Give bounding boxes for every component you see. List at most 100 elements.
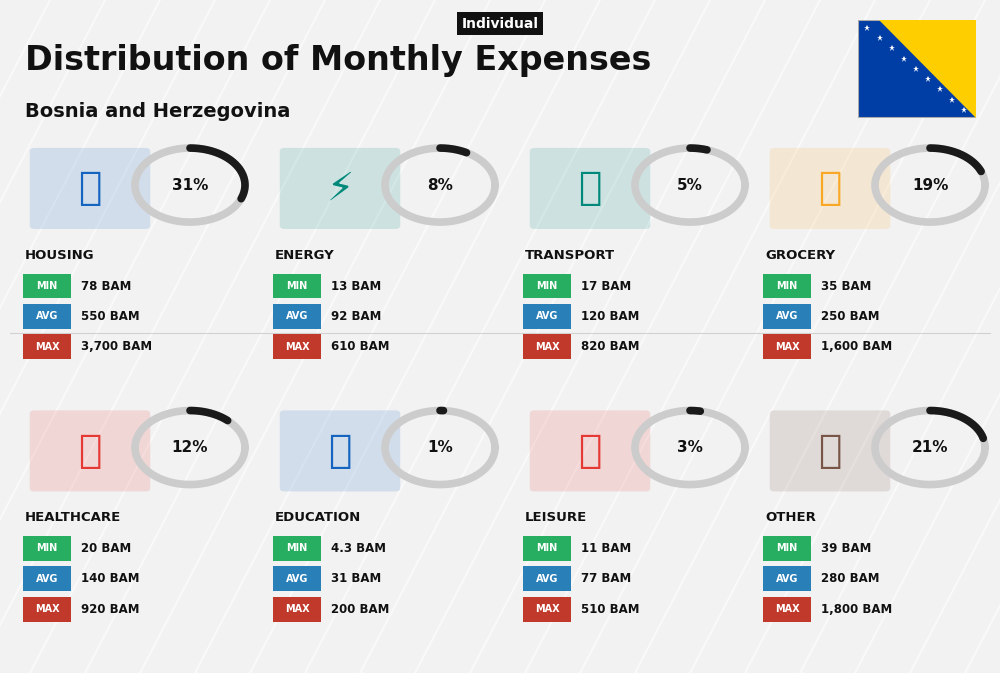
Text: MAX: MAX (535, 342, 559, 351)
Text: 510 BAM: 510 BAM (581, 602, 640, 616)
Text: Individual: Individual (462, 17, 538, 30)
FancyBboxPatch shape (273, 566, 321, 591)
FancyBboxPatch shape (23, 334, 71, 359)
FancyBboxPatch shape (763, 536, 811, 561)
Text: 1%: 1% (427, 440, 453, 455)
Text: MIN: MIN (286, 544, 308, 553)
Text: OTHER: OTHER (765, 511, 816, 524)
Text: 🛒: 🛒 (818, 170, 842, 207)
Text: MAX: MAX (285, 342, 309, 351)
FancyBboxPatch shape (280, 411, 400, 491)
Text: AVG: AVG (536, 574, 558, 583)
Text: 200 BAM: 200 BAM (331, 602, 389, 616)
Text: 11 BAM: 11 BAM (581, 542, 631, 555)
Text: 🎓: 🎓 (328, 432, 352, 470)
Text: MIN: MIN (286, 281, 308, 291)
Text: AVG: AVG (286, 312, 308, 321)
Text: 12%: 12% (172, 440, 208, 455)
FancyBboxPatch shape (530, 148, 650, 229)
Text: 5%: 5% (677, 178, 703, 192)
Text: 250 BAM: 250 BAM (821, 310, 880, 323)
Text: 🏥: 🏥 (78, 432, 102, 470)
FancyBboxPatch shape (30, 411, 150, 491)
Text: 610 BAM: 610 BAM (331, 340, 390, 353)
FancyBboxPatch shape (763, 596, 811, 622)
FancyBboxPatch shape (273, 334, 321, 359)
FancyBboxPatch shape (23, 596, 71, 622)
FancyBboxPatch shape (23, 274, 71, 299)
FancyBboxPatch shape (763, 334, 811, 359)
Text: 21%: 21% (912, 440, 948, 455)
FancyBboxPatch shape (273, 536, 321, 561)
Text: 19%: 19% (912, 178, 948, 192)
Text: 13 BAM: 13 BAM (331, 279, 381, 293)
FancyBboxPatch shape (523, 536, 571, 561)
Text: 3,700 BAM: 3,700 BAM (81, 340, 152, 353)
FancyBboxPatch shape (523, 334, 571, 359)
Text: 💰: 💰 (818, 432, 842, 470)
FancyBboxPatch shape (280, 148, 400, 229)
Text: 92 BAM: 92 BAM (331, 310, 381, 323)
Text: 280 BAM: 280 BAM (821, 572, 880, 586)
FancyBboxPatch shape (763, 304, 811, 329)
Text: MIN: MIN (536, 544, 558, 553)
Text: 77 BAM: 77 BAM (581, 572, 631, 586)
Text: HOUSING: HOUSING (25, 249, 95, 262)
Text: 3%: 3% (677, 440, 703, 455)
Text: AVG: AVG (286, 574, 308, 583)
Text: MIN: MIN (776, 281, 798, 291)
FancyBboxPatch shape (770, 411, 890, 491)
Text: 39 BAM: 39 BAM (821, 542, 871, 555)
Text: AVG: AVG (776, 574, 798, 583)
Text: 8%: 8% (427, 178, 453, 192)
FancyBboxPatch shape (858, 20, 976, 118)
FancyBboxPatch shape (273, 274, 321, 299)
Text: MIN: MIN (536, 281, 558, 291)
FancyBboxPatch shape (23, 536, 71, 561)
Text: 550 BAM: 550 BAM (81, 310, 140, 323)
Text: MAX: MAX (35, 342, 59, 351)
Text: MAX: MAX (35, 604, 59, 614)
Text: ENERGY: ENERGY (275, 249, 335, 262)
Text: 🛍: 🛍 (578, 432, 602, 470)
Text: 120 BAM: 120 BAM (581, 310, 639, 323)
FancyBboxPatch shape (23, 304, 71, 329)
Text: 🏢: 🏢 (78, 170, 102, 207)
Text: MIN: MIN (776, 544, 798, 553)
FancyBboxPatch shape (523, 596, 571, 622)
Text: EDUCATION: EDUCATION (275, 511, 361, 524)
FancyBboxPatch shape (273, 596, 321, 622)
Text: 820 BAM: 820 BAM (581, 340, 640, 353)
Text: MAX: MAX (535, 604, 559, 614)
FancyBboxPatch shape (30, 148, 150, 229)
Text: 35 BAM: 35 BAM (821, 279, 871, 293)
Text: GROCERY: GROCERY (765, 249, 835, 262)
Text: MAX: MAX (775, 604, 799, 614)
FancyBboxPatch shape (523, 566, 571, 591)
FancyBboxPatch shape (273, 304, 321, 329)
Text: HEALTHCARE: HEALTHCARE (25, 511, 121, 524)
Text: 140 BAM: 140 BAM (81, 572, 140, 586)
FancyBboxPatch shape (523, 274, 571, 299)
Text: MIN: MIN (36, 544, 58, 553)
FancyBboxPatch shape (523, 304, 571, 329)
Text: AVG: AVG (776, 312, 798, 321)
Text: TRANSPORT: TRANSPORT (525, 249, 615, 262)
Text: ⚡: ⚡ (326, 170, 354, 207)
FancyBboxPatch shape (763, 566, 811, 591)
Text: AVG: AVG (36, 574, 58, 583)
Text: Bosnia and Herzegovina: Bosnia and Herzegovina (25, 102, 290, 120)
Text: 17 BAM: 17 BAM (581, 279, 631, 293)
Text: Distribution of Monthly Expenses: Distribution of Monthly Expenses (25, 44, 651, 77)
Polygon shape (879, 20, 976, 118)
Text: 20 BAM: 20 BAM (81, 542, 131, 555)
Text: 1,600 BAM: 1,600 BAM (821, 340, 892, 353)
FancyBboxPatch shape (23, 566, 71, 591)
Text: 31%: 31% (172, 178, 208, 192)
FancyBboxPatch shape (770, 148, 890, 229)
Text: 31 BAM: 31 BAM (331, 572, 381, 586)
Text: LEISURE: LEISURE (525, 511, 587, 524)
FancyBboxPatch shape (763, 274, 811, 299)
Text: 78 BAM: 78 BAM (81, 279, 131, 293)
Text: 1,800 BAM: 1,800 BAM (821, 602, 892, 616)
